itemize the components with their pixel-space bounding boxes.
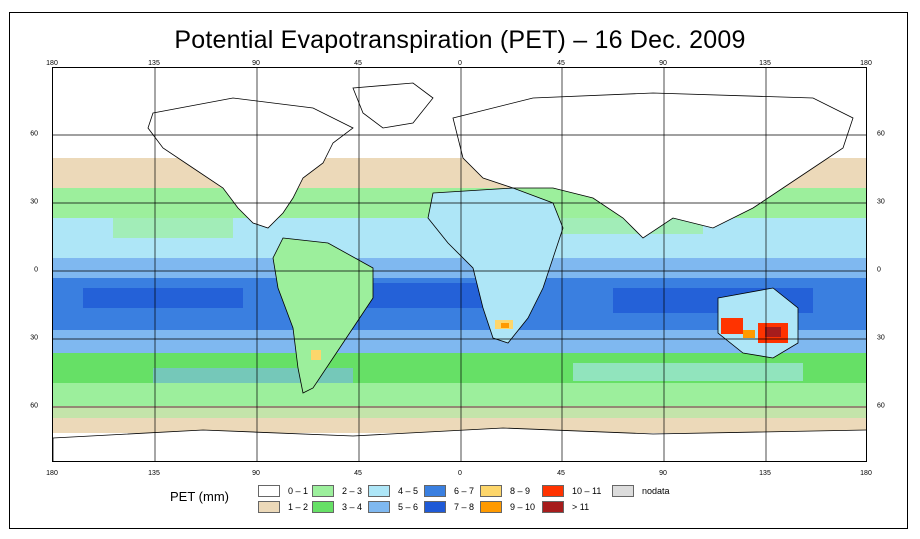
top-tick: 90 (252, 60, 260, 67)
bottom-tick: 45 (354, 470, 362, 477)
legend-swatch-9-10 (480, 501, 502, 513)
legend-swatch-2-3 (312, 485, 334, 497)
top-tick: 0 (458, 60, 462, 67)
hotspots (311, 318, 788, 360)
legend-text-9-10: 9 – 10 (510, 502, 536, 512)
legend-text-3-4: 3 – 4 (342, 502, 363, 512)
left-tick: 30 (30, 334, 38, 342)
legend-text-1-2: 1 – 2 (288, 502, 309, 512)
legend-swatch-8-9 (480, 485, 502, 497)
map-title: Potential Evapotranspiration (PET) – 16 … (174, 26, 746, 54)
legend-swatch-1-2 (258, 501, 280, 513)
bottom-tick: 45 (557, 470, 565, 477)
legend-swatch-nodata (612, 485, 634, 497)
top-tick: 180 (860, 60, 872, 67)
bottom-tick: 0 (458, 470, 462, 477)
legend-text-2-3: 2 – 3 (342, 486, 363, 496)
pet-band-s-subtropic-2 (53, 383, 866, 408)
legend-swatch-gt11 (542, 501, 564, 513)
right-tick: 0 (877, 266, 881, 274)
pet-patch (53, 408, 866, 418)
top-tick: 135 (148, 60, 160, 67)
hotspot-argentina (311, 350, 321, 360)
left-tick: 0 (34, 266, 38, 274)
bottom-tick: 180 (46, 470, 58, 477)
bottom-tick: 135 (759, 470, 771, 477)
north-america (147, 97, 354, 229)
top-tick: 135 (759, 60, 771, 67)
legend-text-8-9: 8 – 9 (510, 486, 531, 496)
continents (53, 82, 866, 461)
right-tick: 30 (877, 198, 885, 206)
antarctica (53, 427, 866, 461)
graticule (53, 68, 866, 461)
pet-patch (83, 288, 243, 308)
pet-map (52, 67, 867, 462)
legend-text-7-8: 7 – 8 (454, 502, 475, 512)
pet-patch (113, 218, 233, 238)
legend-text-5-6: 5 – 6 (398, 502, 419, 512)
pet-patch (573, 363, 803, 381)
top-tick: 180 (46, 60, 58, 67)
legend-text-6-7: 6 – 7 (454, 486, 475, 496)
legend-swatch-4-5 (368, 485, 390, 497)
left-tick: 60 (30, 130, 38, 138)
legend-text-4-5: 4 – 5 (398, 486, 419, 496)
africa (427, 187, 564, 344)
hotspot-australia-edge (743, 330, 755, 338)
left-tick: 30 (30, 198, 38, 206)
right-tick: 60 (877, 402, 885, 410)
legend-swatch-5-6 (368, 501, 390, 513)
legend-swatch-7-8 (424, 501, 446, 513)
hotspot-australia-west (721, 318, 743, 334)
right-tick: 60 (877, 130, 885, 138)
legend-text-gt11: > 11 (572, 502, 590, 512)
bottom-tick: 90 (252, 470, 260, 477)
legend-swatch-10-11 (542, 485, 564, 497)
legend-swatch-3-4 (312, 501, 334, 513)
legend-text-0-1: 0 – 1 (288, 486, 309, 496)
bottom-tick: 135 (148, 470, 160, 477)
top-tick: 45 (354, 60, 362, 67)
legend-label: PET (mm) (170, 489, 229, 504)
hotspot-south-africa-core (501, 323, 509, 328)
top-tick: 45 (557, 60, 565, 67)
bottom-tick: 180 (860, 470, 872, 477)
legend-text-nodata: nodata (642, 486, 670, 496)
legend-swatch-6-7 (424, 485, 446, 497)
bottom-tick: 90 (659, 470, 667, 477)
right-tick: 30 (877, 334, 885, 342)
top-tick: 90 (659, 60, 667, 67)
left-tick: 60 (30, 402, 38, 410)
south-america (272, 237, 374, 394)
legend-text-10-11: 10 – 11 (572, 486, 602, 496)
hotspot-australia-core (765, 327, 781, 337)
legend-swatch-0-1 (258, 485, 280, 497)
greenland (352, 82, 434, 129)
